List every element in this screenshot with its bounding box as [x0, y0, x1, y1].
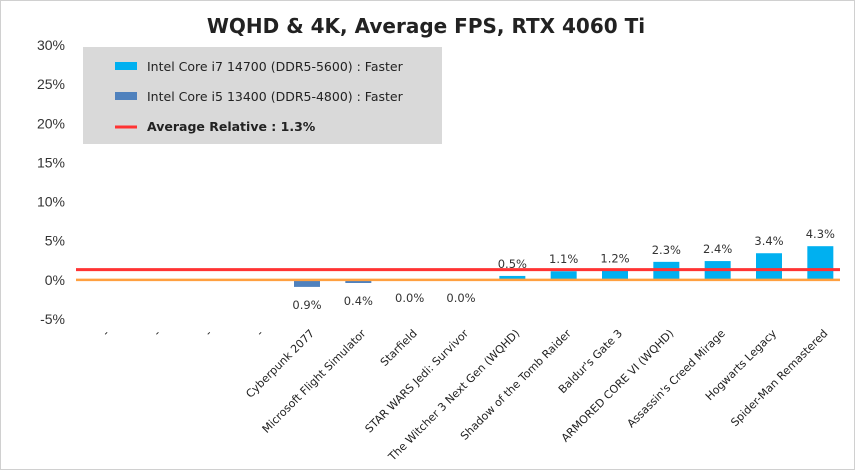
y-tick-label: 25%	[37, 76, 65, 92]
x-tick-label: -	[254, 327, 266, 339]
data-label: 4.3%	[806, 227, 835, 241]
bar	[602, 270, 628, 280]
y-axis: -5% 0% 5% 10% 15% 20% 25% 30%	[37, 37, 65, 327]
data-label: 0.4%	[344, 294, 373, 308]
data-labels: 0.9% 0.4% 0.0% 0.0% 0.5% 1.1% 1.2% 2.3% 2.4% 3.4%…	[292, 227, 835, 312]
x-tick-label: Assassin's Creed Mirage	[625, 327, 728, 430]
data-label: 1.2%	[600, 251, 629, 265]
legend-label-average: Average Relative : 1.3%	[147, 119, 316, 134]
x-tick-label: -	[151, 327, 163, 339]
legend-swatch-i5	[115, 92, 137, 100]
legend-label-i7: Intel Core i7 14700 (DDR5-5600) : Faster	[147, 59, 404, 74]
bars	[294, 246, 834, 287]
bar	[756, 253, 782, 280]
data-label: 1.1%	[549, 252, 578, 266]
data-label: 3.4%	[754, 234, 783, 248]
y-tick-label: 10%	[37, 194, 65, 210]
legend: Intel Core i7 14700 (DDR5-5600) : Faster…	[83, 47, 442, 144]
x-tick-label: Microsoft Flight Simulator	[260, 327, 369, 436]
x-tick-label: -	[202, 327, 214, 339]
bar	[294, 279, 320, 287]
x-tick-label: Shadow of the Tomb Raider	[458, 327, 574, 443]
data-label: 0.9%	[292, 298, 321, 312]
y-tick-label: -5%	[40, 311, 65, 327]
bar	[345, 279, 372, 283]
data-label: 2.4%	[703, 242, 732, 256]
y-tick-label: 30%	[37, 37, 65, 53]
chart-title: WQHD & 4K, Average FPS, RTX 4060 Ti	[207, 14, 645, 38]
y-tick-label: 5%	[45, 233, 65, 249]
data-label: 0.0%	[446, 291, 475, 305]
reference-lines	[76, 268, 840, 282]
data-label: 2.3%	[652, 243, 681, 257]
x-tick-label: Spider-Man Remastered	[728, 327, 830, 429]
legend-swatch-i7	[115, 62, 137, 70]
y-tick-label: 15%	[37, 154, 65, 170]
x-tick-label: -	[100, 327, 112, 339]
data-label: 0.5%	[498, 257, 527, 271]
x-tick-label: STAR WARS Jedi: Survivor	[363, 327, 472, 436]
legend-background	[83, 47, 442, 144]
y-tick-label: 20%	[37, 115, 65, 131]
bar	[499, 275, 526, 280]
bar	[807, 246, 834, 280]
bar	[550, 271, 577, 280]
data-label: 0.0%	[395, 291, 424, 305]
y-tick-label: 0%	[45, 272, 65, 288]
x-tick-label: Starfield	[378, 327, 420, 369]
legend-label-i5: Intel Core i5 13400 (DDR5-4800) : Faster	[147, 89, 404, 104]
